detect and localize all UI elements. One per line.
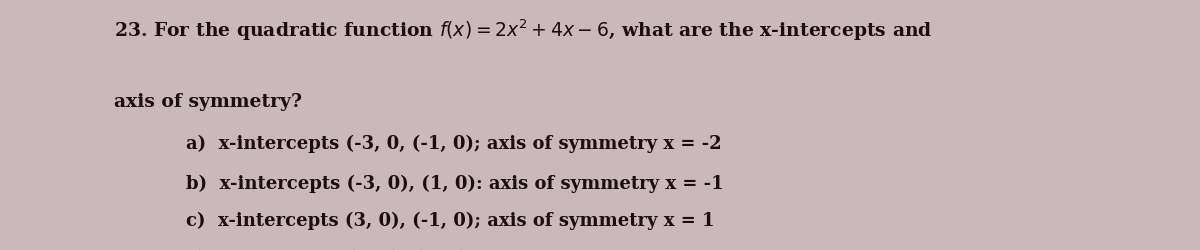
Text: b)  x-intercepts (-3, 0), (1, 0): axis of symmetry x = -1: b) x-intercepts (-3, 0), (1, 0): axis of… [186, 174, 724, 192]
Text: 23. For the quadratic function $f(x) = 2x^2 + 4x - 6$, what are the x-intercepts: 23. For the quadratic function $f(x) = 2… [114, 18, 932, 43]
Text: axis of symmetry?: axis of symmetry? [114, 92, 302, 110]
Text: d)  x-intercepts (3, 0), (1, 0); axis of symmetry x = 2: d) x-intercepts (3, 0), (1, 0); axis of … [186, 249, 709, 250]
Text: a)  x-intercepts (-3, 0, (-1, 0); axis of symmetry x = -2: a) x-intercepts (-3, 0, (-1, 0); axis of… [186, 134, 721, 152]
Text: c)  x-intercepts (3, 0), (-1, 0); axis of symmetry x = 1: c) x-intercepts (3, 0), (-1, 0); axis of… [186, 211, 714, 230]
